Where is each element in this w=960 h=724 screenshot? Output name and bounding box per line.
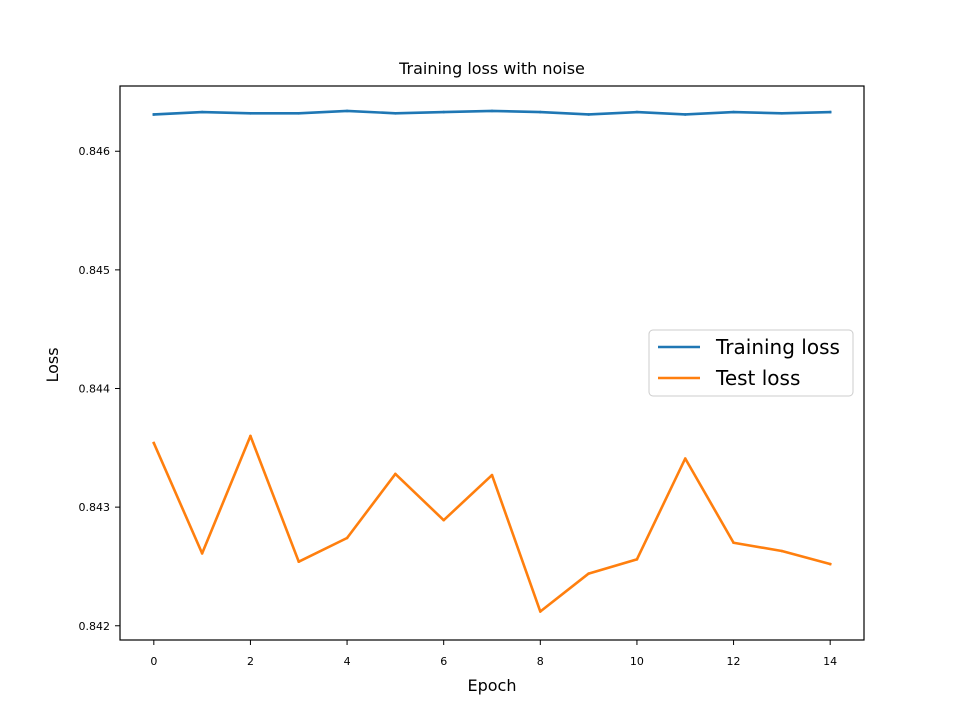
y-axis-label: Loss — [43, 347, 62, 382]
x-tick-label: 12 — [727, 655, 741, 668]
data-point-test-loss — [780, 549, 784, 553]
y-tick-label: 0.844 — [79, 383, 111, 396]
x-tick-label: 6 — [440, 655, 447, 668]
plot-frame — [119, 85, 865, 641]
data-point-test-loss — [732, 541, 735, 545]
data-point-training-loss — [539, 110, 542, 114]
x-tick-label: 14 — [823, 655, 837, 668]
data-point-training-loss — [683, 113, 687, 116]
legend-label-training-loss: Training loss — [715, 335, 840, 359]
x-tick-label: 2 — [247, 655, 254, 668]
x-tick-label: 10 — [630, 655, 644, 668]
series-layer — [152, 109, 832, 613]
y-axis-ticks: 0.842 0.843 0.844 0.845 0.846 — [79, 145, 120, 633]
data-point-training-loss — [200, 110, 204, 114]
data-point-training-loss — [732, 110, 735, 114]
data-point-training-loss — [442, 110, 445, 114]
data-point-training-loss — [780, 111, 784, 115]
x-axis-ticks: 0 2 4 6 8 10 12 14 — [150, 640, 837, 668]
x-axis-label: Epoch — [468, 676, 517, 695]
x-tick-label: 0 — [150, 655, 157, 668]
y-tick-label: 0.842 — [79, 620, 111, 633]
data-point-test-loss — [683, 457, 687, 460]
chart-title: Training loss with noise — [398, 59, 585, 78]
data-point-test-loss — [200, 552, 204, 555]
data-point-training-loss — [297, 111, 301, 115]
data-point-test-loss — [635, 558, 639, 561]
data-point-training-loss — [635, 110, 639, 114]
data-point-test-loss — [394, 472, 397, 476]
data-point-training-loss — [828, 110, 832, 114]
y-tick-label: 0.846 — [79, 145, 111, 158]
data-point-training-loss — [152, 113, 156, 116]
x-tick-label: 4 — [344, 655, 351, 668]
data-point-test-loss — [249, 434, 252, 438]
data-point-test-loss — [539, 610, 542, 613]
data-point-test-loss — [490, 473, 494, 477]
data-point-test-loss — [345, 536, 349, 540]
data-point-test-loss — [828, 562, 832, 566]
data-point-test-loss — [152, 441, 156, 445]
data-point-test-loss — [442, 518, 445, 522]
data-point-test-loss — [587, 572, 590, 575]
legend-label-test-loss: Test loss — [715, 366, 800, 390]
data-point-training-loss — [587, 113, 590, 116]
data-point-training-loss — [345, 109, 349, 113]
data-point-training-loss — [394, 111, 397, 115]
legend: Training loss Test loss — [648, 329, 854, 397]
y-tick-label: 0.845 — [79, 264, 111, 277]
y-tick-label: 0.843 — [79, 501, 111, 514]
data-point-test-loss — [297, 560, 301, 564]
x-tick-label: 8 — [537, 655, 544, 668]
data-point-training-loss — [490, 109, 494, 113]
data-point-training-loss — [249, 111, 252, 115]
